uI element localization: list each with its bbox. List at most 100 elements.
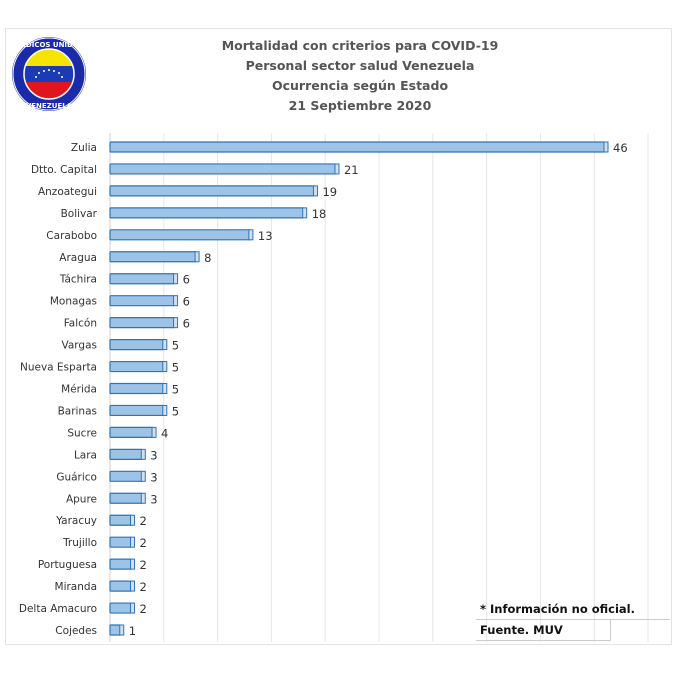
data-label: 5 — [172, 383, 179, 397]
data-label: 2 — [140, 580, 147, 594]
category-label: Bolivar — [61, 208, 98, 220]
bar-cap — [334, 163, 340, 175]
category-label: Aragua — [59, 252, 97, 264]
data-label: 6 — [183, 295, 190, 309]
svg-text:VENEZUELA: VENEZUELA — [26, 102, 73, 110]
data-label: 5 — [172, 339, 179, 353]
bar — [109, 602, 133, 614]
bar — [109, 229, 251, 241]
disclaimer-note: * Información no oficial. — [476, 599, 670, 620]
bar-cap — [173, 317, 179, 329]
data-label: 5 — [172, 361, 179, 375]
bar-cap — [130, 580, 136, 592]
bar-cap — [162, 404, 168, 416]
data-label: 3 — [150, 448, 157, 462]
bar-cap — [162, 383, 168, 394]
bar — [109, 448, 143, 460]
svg-text:MEDICOS UNIDOS: MEDICOS UNIDOS — [14, 41, 84, 49]
chart-title-line-2: Personal sector salud Venezuela — [245, 58, 475, 73]
notes-box: * Información no oficial. Fuente. MUV — [476, 599, 670, 641]
bar — [109, 273, 176, 285]
bar-cap — [173, 273, 179, 285]
bar-cap — [130, 514, 136, 526]
data-label: 2 — [140, 536, 147, 550]
bar-cap — [248, 229, 254, 241]
bar-cap — [312, 185, 318, 197]
data-label: 4 — [161, 426, 168, 440]
bar-cap — [140, 470, 146, 482]
category-label: Nueva Esparta — [20, 362, 97, 374]
data-label: 6 — [183, 273, 190, 287]
logo: MEDICOS UNIDOS VENEZUELA — [12, 37, 86, 111]
bar — [109, 492, 143, 504]
category-label: Dtto. Capital — [31, 164, 97, 176]
bar — [109, 141, 606, 153]
category-label: Delta Amacuro — [19, 603, 97, 615]
bar-cap — [130, 602, 136, 614]
bar-cap — [140, 448, 146, 460]
bar-cap — [130, 536, 136, 548]
chart-title-line-4: 21 Septiembre 2020 — [288, 98, 432, 113]
bar — [109, 624, 122, 636]
bar-cap — [140, 492, 146, 504]
bar — [109, 163, 337, 175]
data-label: 13 — [258, 229, 273, 243]
data-label: 5 — [172, 404, 179, 418]
category-label: Cojedes — [55, 625, 97, 637]
bar — [109, 514, 133, 526]
bar-cap — [162, 361, 168, 373]
chart-title-line-3: Ocurrencia según Estado — [271, 78, 449, 93]
category-label: Miranda — [55, 581, 97, 593]
category-label: Apure — [66, 493, 97, 505]
data-label: 21 — [344, 163, 359, 177]
source-note: Fuente. MUV — [476, 620, 611, 641]
category-label: Barinas — [58, 405, 97, 417]
bar-cap — [130, 558, 136, 570]
data-label: 2 — [140, 558, 147, 572]
data-label: 2 — [140, 514, 147, 528]
data-label: 3 — [150, 492, 157, 506]
category-label: Táchira — [59, 274, 97, 286]
bar-cap — [162, 339, 168, 351]
category-label: Monagas — [50, 296, 97, 308]
bar-cap — [151, 426, 157, 438]
bar — [109, 404, 165, 417]
bar — [109, 338, 165, 351]
data-label: 8 — [204, 251, 211, 265]
data-label: 2 — [140, 602, 147, 616]
data-label: 3 — [150, 470, 157, 484]
bar — [109, 382, 165, 395]
category-label: Portuguesa — [38, 559, 97, 571]
bar — [109, 360, 165, 373]
bar — [109, 295, 176, 307]
category-label: Trujillo — [62, 537, 97, 549]
category-label: Carabobo — [46, 230, 97, 242]
category-label: Vargas — [61, 340, 97, 352]
bar-cap — [194, 251, 200, 263]
bar — [109, 207, 305, 219]
category-label: Sucre — [67, 427, 97, 439]
category-label: Zulia — [71, 142, 97, 154]
category-label: Lara — [74, 449, 97, 461]
bar — [109, 251, 197, 263]
bar — [109, 558, 133, 570]
chart-frame — [5, 28, 672, 645]
data-label: 19 — [322, 185, 337, 199]
bar-cap — [119, 624, 125, 636]
data-label: 46 — [613, 141, 628, 155]
bar — [109, 317, 176, 329]
category-label: Mérida — [61, 384, 97, 396]
chart-title-line-1: Mortalidad con criterios para COVID-19 — [221, 38, 499, 53]
category-label: Falcón — [64, 318, 97, 330]
bar-cap — [302, 207, 308, 219]
category-label: Guárico — [56, 471, 97, 483]
bar — [109, 426, 154, 439]
bar-cap — [603, 141, 609, 153]
data-label: 1 — [129, 624, 136, 638]
category-label: Anzoategui — [38, 186, 97, 198]
data-label: 6 — [183, 317, 190, 331]
bar — [109, 580, 133, 592]
bar — [109, 470, 143, 482]
